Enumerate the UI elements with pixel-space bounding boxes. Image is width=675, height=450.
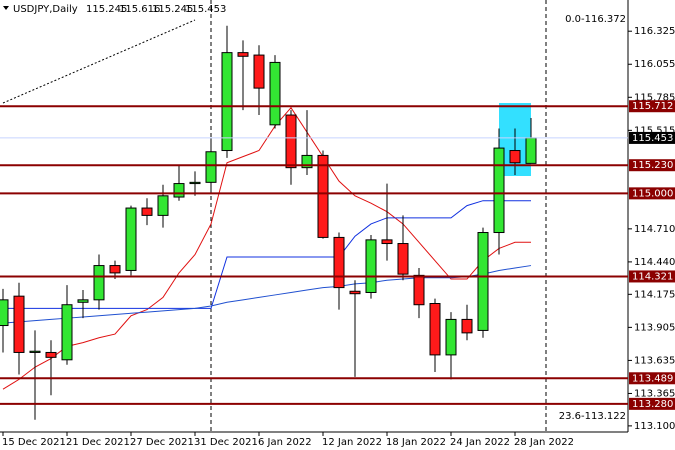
ohlc-close: 115.453 — [185, 4, 226, 15]
candle-body — [333, 236, 345, 289]
level-label: 113.489 — [632, 373, 673, 384]
candle-body — [61, 304, 73, 361]
candle-body — [461, 318, 473, 334]
candle-body — [45, 351, 57, 358]
x-tick-label: 31 Dec 2021 — [194, 437, 258, 448]
y-tick-label: 116.325 — [634, 26, 675, 37]
y-tick-label: 113.635 — [634, 355, 675, 366]
level-label-box — [629, 270, 675, 283]
y-tick-label: 114.440 — [634, 257, 675, 268]
candle-body — [397, 243, 409, 275]
fibo-label: 0.0-116.372 — [565, 14, 626, 25]
y-tick-label: 115.515 — [634, 125, 675, 136]
candle-body — [109, 265, 121, 274]
candle-body — [173, 183, 185, 198]
dropdown-icon[interactable] — [3, 6, 9, 10]
price-label-box — [629, 131, 675, 144]
candle-body — [29, 350, 41, 353]
y-tick-label: 116.055 — [634, 59, 675, 70]
x-tick-label: 15 Dec 2021 — [2, 437, 66, 448]
level-label: 115.230 — [632, 160, 673, 171]
candle-body — [237, 52, 249, 57]
candle-body — [509, 150, 521, 164]
price-label: 115.453 — [632, 133, 673, 144]
candle-body — [317, 154, 329, 238]
level-label: 113.280 — [632, 399, 673, 410]
y-tick-label: 113.365 — [634, 388, 675, 399]
level-label: 115.712 — [632, 101, 673, 112]
y-tick-label: 113.100 — [634, 421, 675, 432]
candle-body — [301, 154, 313, 169]
candle-body — [365, 239, 377, 293]
candle-body — [205, 151, 217, 183]
ohlc-open: 115.245 — [86, 4, 127, 15]
x-tick-label: 27 Dec 2021 — [130, 437, 194, 448]
candle-body — [525, 137, 537, 164]
level-label-box — [629, 372, 675, 385]
candle-body — [125, 207, 137, 271]
candle-body — [0, 299, 9, 327]
candle-body — [413, 274, 425, 306]
level-label: 115.000 — [632, 188, 673, 199]
indicator-line — [2, 265, 532, 324]
candle-body — [477, 232, 489, 331]
candle-body — [381, 239, 393, 245]
x-tick-label: 28 Jan 2022 — [514, 437, 574, 448]
symbol: USDJPY,Daily — [13, 4, 78, 15]
candle-body — [93, 265, 105, 301]
x-tick-label: 24 Jan 2022 — [450, 437, 510, 448]
candle-body — [493, 147, 505, 234]
candle-body — [189, 181, 201, 185]
candle-body — [445, 318, 457, 356]
level-label-box — [629, 159, 675, 172]
ohlc-high: 115.616 — [119, 4, 160, 15]
x-tick-label: 6 Jan 2022 — [258, 437, 312, 448]
candle-body — [285, 114, 297, 169]
fibo-label: 23.6-113.122 — [559, 411, 626, 422]
level-label-box — [629, 100, 675, 113]
y-tick-label: 114.175 — [634, 289, 675, 300]
y-tick-label: 114.710 — [634, 224, 675, 235]
candle-body — [269, 61, 281, 126]
indicator-line — [3, 200, 531, 309]
candle-body — [429, 303, 441, 356]
candle-body — [13, 295, 25, 353]
candle-body — [253, 54, 265, 89]
y-tick-label: 113.905 — [634, 322, 675, 333]
candle-body — [77, 299, 89, 303]
level-label-box — [629, 187, 675, 200]
candle-body — [157, 195, 169, 216]
ohlc-low: 115.245 — [152, 4, 193, 15]
x-tick-label: 18 Jan 2022 — [386, 437, 446, 448]
fibo-line — [2, 19, 196, 104]
candle-body — [221, 52, 233, 152]
level-label: 114.321 — [632, 271, 673, 282]
y-tick-label: 115.785 — [634, 92, 675, 103]
x-tick-label: 12 Jan 2022 — [322, 437, 382, 448]
level-label-box — [629, 397, 675, 410]
x-tick-label: 21 Dec 2021 — [66, 437, 130, 448]
candle-body — [349, 290, 361, 295]
candle-body — [141, 207, 153, 216]
